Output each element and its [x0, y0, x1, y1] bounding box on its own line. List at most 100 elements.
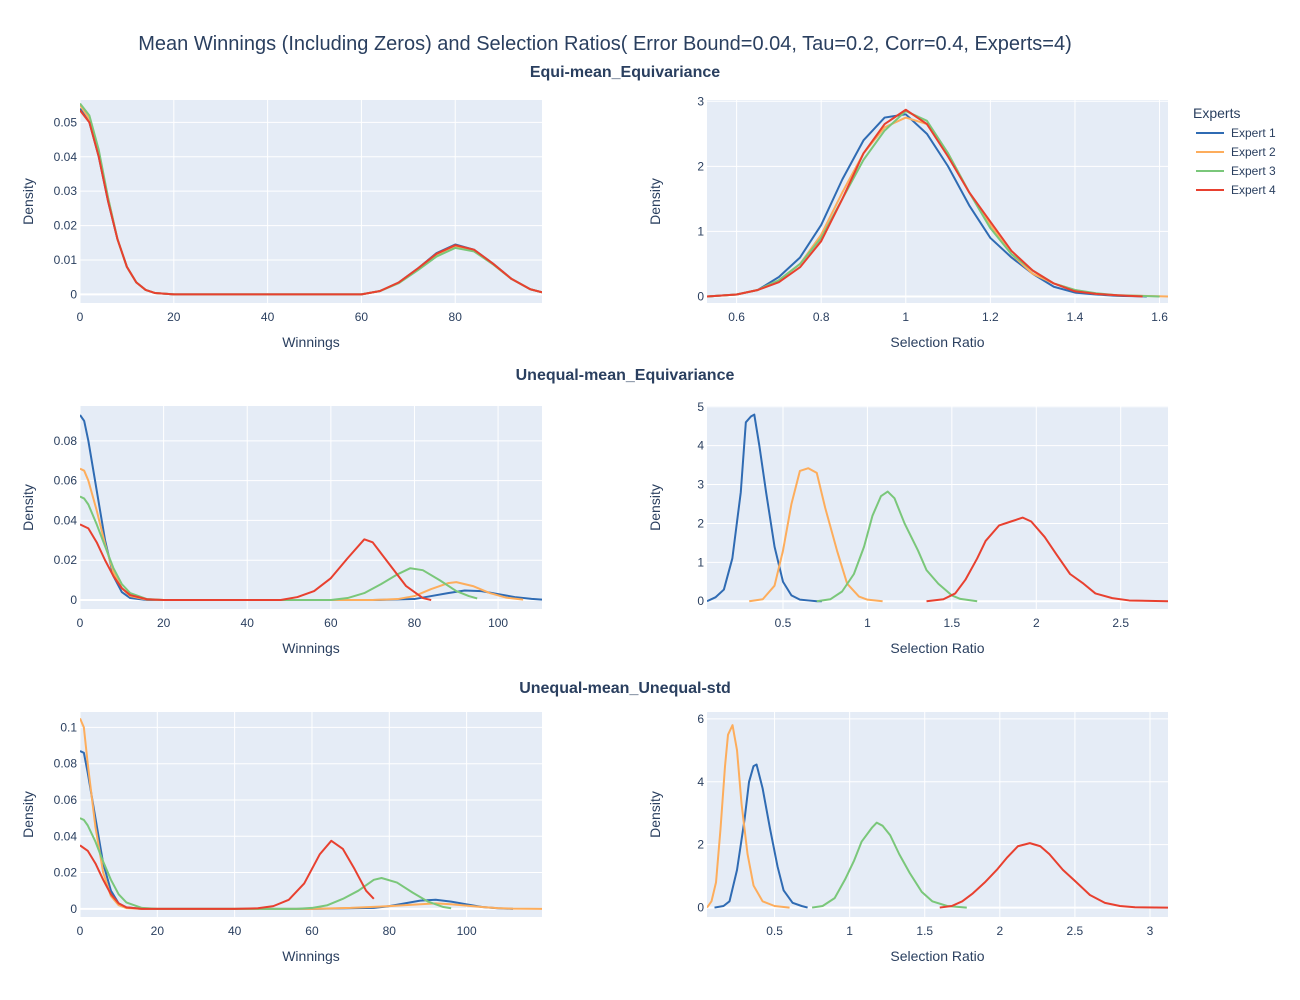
x-axis-label: Winnings	[282, 948, 340, 964]
y-axis-label: Density	[647, 791, 663, 838]
y-tick-label: 1	[697, 555, 704, 569]
plot-area	[80, 406, 542, 609]
y-tick-label: 2	[697, 516, 704, 530]
y-tick-label: 0.02	[54, 219, 78, 233]
y-tick-label: 0.02	[54, 866, 78, 880]
legend-title: Experts	[1193, 105, 1240, 121]
y-tick-label: 1	[697, 224, 704, 238]
x-tick-label: 60	[355, 310, 369, 324]
x-tick-label: 60	[305, 924, 319, 938]
x-tick-label: 60	[324, 616, 338, 630]
x-tick-label: 2.5	[1067, 924, 1084, 938]
x-tick-label: 1	[846, 924, 853, 938]
subplot-title: Equi-mean_Equivariance	[530, 64, 720, 81]
subplot-3: 0.5 1 1.5 2 2.5 0 1 2 3 4 5 Selection Ratio Density	[647, 400, 1168, 656]
series-line-expert-4	[926, 516, 1168, 603]
series-line-expert-1	[707, 113, 1147, 298]
series-line-expert-4	[80, 839, 375, 910]
x-tick-label: 80	[383, 924, 397, 938]
legend: Experts Expert 1 Expert 2 Expert 3 Expert 4	[1193, 105, 1276, 197]
x-tick-label: 1	[864, 616, 871, 630]
series-line-expert-1	[714, 763, 808, 909]
y-tick-label: 0.04	[54, 513, 78, 527]
plot-area	[707, 406, 1168, 609]
x-tick-label: 1.4	[1067, 310, 1084, 324]
x-axis-label: Winnings	[282, 334, 340, 350]
series-line-expert-3	[80, 495, 478, 602]
legend-item-expert-2[interactable]: Expert 2	[1196, 145, 1276, 159]
legend-item-expert-1[interactable]: Expert 1	[1196, 126, 1276, 140]
y-tick-label: 2	[697, 159, 704, 173]
x-tick-label: 80	[408, 616, 422, 630]
x-tick-label: 0.6	[728, 310, 745, 324]
x-tick-label: 0.8	[813, 310, 830, 324]
x-tick-label: 40	[261, 310, 275, 324]
series-line-expert-4	[939, 842, 1168, 909]
y-tick-label: 0.08	[54, 757, 78, 771]
legend-label: Expert 1	[1231, 126, 1276, 140]
figure-title: Mean Winnings (Including Zeros) and Sele…	[138, 33, 1071, 55]
y-axis-label: Density	[20, 484, 36, 531]
y-tick-label: 0.06	[54, 474, 78, 488]
x-tick-label: 1.2	[982, 310, 999, 324]
x-axis-label: Selection Ratio	[890, 948, 984, 964]
y-axis-label: Density	[20, 178, 36, 225]
y-tick-label: 6	[697, 712, 704, 726]
y-tick-label: 0	[70, 902, 77, 916]
series-line-expert-3	[811, 821, 967, 909]
y-tick-label: 0.08	[54, 434, 78, 448]
series-line-expert-4	[80, 109, 542, 296]
y-axis-label: Density	[647, 484, 663, 531]
y-tick-label: 4	[697, 775, 704, 789]
y-tick-label: 0.06	[54, 793, 78, 807]
x-tick-label: 0.5	[766, 924, 783, 938]
subplot-5: 0.5 1 1.5 2 2.5 3 0 2 4 6 Selection Ratio Density	[647, 712, 1168, 964]
x-tick-label: 0	[77, 924, 84, 938]
x-tick-label: 0.5	[775, 616, 792, 630]
y-axis-label: Density	[647, 178, 663, 225]
x-tick-label: 3	[1147, 924, 1154, 938]
x-tick-label: 1.5	[944, 616, 961, 630]
x-tick-label: 1	[902, 310, 909, 324]
subplot-title: Unequal-mean_Equivariance	[516, 367, 735, 384]
x-tick-label: 1.5	[916, 924, 933, 938]
x-tick-label: 40	[241, 616, 255, 630]
series-line-expert-3	[80, 817, 452, 910]
x-tick-label: 1.6	[1151, 310, 1168, 324]
plot-area	[80, 100, 542, 303]
y-tick-label: 4	[697, 439, 704, 453]
x-tick-label: 2	[996, 924, 1003, 938]
y-tick-label: 0	[70, 287, 77, 301]
series-line-expert-3	[816, 490, 978, 603]
series-line-expert-4	[707, 108, 1143, 298]
x-tick-label: 2.5	[1112, 616, 1129, 630]
x-tick-label: 100	[488, 616, 508, 630]
y-tick-label: 0.1	[60, 720, 77, 734]
x-tick-label: 20	[157, 616, 171, 630]
legend-item-expert-4[interactable]: Expert 4	[1196, 183, 1276, 197]
x-axis-label: Selection Ratio	[890, 640, 984, 656]
y-tick-label: 3	[697, 94, 704, 108]
y-axis-label: Density	[20, 791, 36, 838]
y-tick-label: 0.04	[54, 829, 78, 843]
series-line-expert-2	[80, 717, 542, 910]
x-axis-label: Winnings	[282, 640, 340, 656]
x-axis-label: Selection Ratio	[890, 334, 984, 350]
x-tick-label: 20	[151, 924, 165, 938]
y-tick-label: 3	[697, 478, 704, 492]
series-line-expert-1	[707, 413, 822, 603]
y-tick-label: 0	[697, 901, 704, 915]
x-tick-label: 2	[1033, 616, 1040, 630]
y-tick-label: 0.05	[54, 115, 78, 129]
y-tick-label: 0.03	[54, 184, 78, 198]
x-tick-label: 40	[228, 924, 242, 938]
subplot-1: 0.6 0.8 1 1.2 1.4 1.6 0 1 2 3 Selection Ratio Densi…	[647, 94, 1168, 350]
x-tick-label: 100	[457, 924, 477, 938]
legend-label: Expert 2	[1231, 145, 1276, 159]
legend-item-expert-3[interactable]: Expert 3	[1196, 164, 1276, 178]
legend-label: Expert 4	[1231, 183, 1276, 197]
x-tick-label: 0	[77, 616, 84, 630]
